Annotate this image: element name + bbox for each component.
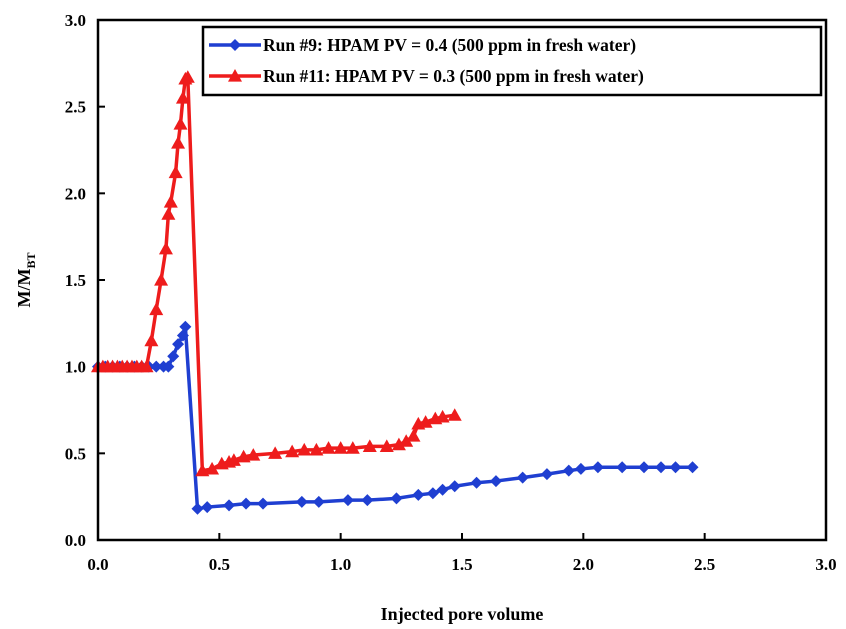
y-tick-label: 2.5 bbox=[65, 98, 86, 117]
data-point-run11 bbox=[173, 117, 188, 130]
data-point-run9 bbox=[167, 350, 180, 363]
data-point-run9 bbox=[312, 495, 325, 508]
data-point-run11 bbox=[447, 408, 462, 421]
data-point-run11 bbox=[297, 442, 312, 456]
data-point-run9 bbox=[426, 487, 439, 500]
data-point-run9 bbox=[201, 501, 214, 514]
y-tick-label: 1.0 bbox=[65, 358, 86, 377]
data-point-run11 bbox=[309, 442, 324, 456]
data-point-run11 bbox=[161, 207, 176, 220]
y-tick-label: 3.0 bbox=[65, 11, 86, 30]
data-point-run11 bbox=[418, 415, 433, 428]
data-point-run11 bbox=[205, 461, 220, 475]
data-point-run9 bbox=[412, 488, 425, 501]
series-run9 bbox=[92, 320, 699, 515]
x-axis-title: Injected pore volume bbox=[381, 604, 544, 624]
y-tick-label: 1.5 bbox=[65, 271, 86, 290]
legend-entry-run11: Run #11: HPAM PV = 0.3 (500 ppm in fresh… bbox=[209, 66, 644, 86]
data-point-run9 bbox=[295, 495, 308, 508]
data-point-run11 bbox=[285, 444, 300, 458]
data-point-run11 bbox=[171, 136, 186, 149]
data-point-run9 bbox=[150, 360, 163, 373]
data-point-run9 bbox=[390, 492, 403, 505]
series-run11 bbox=[91, 70, 462, 477]
data-point-run9 bbox=[516, 471, 529, 484]
data-point-run9 bbox=[470, 476, 483, 489]
data-point-run11 bbox=[406, 429, 421, 442]
data-point-run9 bbox=[176, 329, 189, 342]
x-tick-label: 3.0 bbox=[815, 555, 836, 574]
data-point-run11 bbox=[345, 441, 360, 454]
data-point-run9 bbox=[172, 338, 185, 351]
y-tick-label: 2.0 bbox=[65, 184, 86, 203]
data-point-run11 bbox=[391, 437, 406, 451]
data-point-run9 bbox=[669, 461, 682, 474]
data-point-run9 bbox=[448, 480, 461, 493]
data-point-run9 bbox=[257, 497, 270, 510]
legend-entry-run9: Run #9: HPAM PV = 0.4 (500 ppm in fresh … bbox=[209, 35, 636, 55]
data-point-run9 bbox=[223, 499, 236, 512]
data-point-run9 bbox=[162, 360, 175, 373]
y-axis-ticks: 0.0 0.5 1.0 1.5 2.0 2.5 3.0 bbox=[65, 11, 105, 550]
data-point-run9 bbox=[240, 497, 253, 510]
x-axis-ticks: 0.0 0.5 1.0 1.5 2.0 2.5 3.0 bbox=[87, 533, 837, 574]
legend: Run #9: HPAM PV = 0.4 (500 ppm in fresh … bbox=[201, 25, 823, 97]
x-tick-label: 0.5 bbox=[209, 555, 230, 574]
plot-area-frame bbox=[96, 18, 828, 542]
data-point-run11 bbox=[149, 302, 164, 316]
data-point-run11 bbox=[362, 439, 377, 452]
data-point-run9 bbox=[616, 461, 629, 474]
data-point-run9 bbox=[591, 461, 604, 474]
x-tick-label: 1.0 bbox=[330, 555, 351, 574]
x-tick-label: 0.0 bbox=[87, 555, 108, 574]
data-point-run11 bbox=[435, 409, 450, 423]
data-point-run9 bbox=[436, 483, 449, 496]
data-point-run11 bbox=[154, 273, 169, 286]
y-axis-title-main: M/M bbox=[14, 269, 34, 308]
data-point-run9 bbox=[540, 468, 553, 481]
data-point-run11 bbox=[333, 441, 348, 454]
x-tick-label: 2.5 bbox=[694, 555, 715, 574]
series-layer bbox=[91, 70, 699, 515]
data-point-run9 bbox=[489, 475, 502, 488]
data-point-run11 bbox=[321, 441, 336, 454]
data-point-run11 bbox=[158, 241, 173, 255]
data-point-run11 bbox=[226, 453, 241, 466]
series-line-run9 bbox=[98, 325, 693, 511]
data-point-run11 bbox=[399, 434, 414, 447]
data-point-run11 bbox=[180, 70, 195, 83]
y-tick-label: 0.5 bbox=[65, 444, 86, 463]
legend-label: Run #9: HPAM PV = 0.4 (500 ppm in fresh … bbox=[263, 35, 636, 55]
data-point-run9 bbox=[341, 494, 354, 507]
y-axis-title: M/MBT bbox=[14, 253, 38, 308]
series-line-run11 bbox=[98, 75, 455, 473]
data-point-run11 bbox=[144, 333, 159, 347]
data-point-run9 bbox=[654, 461, 667, 474]
legend-swatch-marker bbox=[228, 69, 242, 82]
data-point-run11 bbox=[163, 195, 178, 208]
data-point-run11 bbox=[168, 165, 183, 179]
data-point-run11 bbox=[268, 446, 283, 459]
y-tick-label: 0.0 bbox=[65, 531, 86, 550]
data-point-run9 bbox=[686, 461, 699, 474]
data-point-run9 bbox=[361, 494, 374, 507]
data-point-run11 bbox=[379, 439, 394, 452]
data-point-run11 bbox=[175, 91, 190, 104]
data-point-run11 bbox=[139, 359, 154, 373]
legend-swatch-marker bbox=[229, 39, 241, 51]
data-point-run9 bbox=[179, 320, 192, 333]
y-axis-title-subscript: BT bbox=[24, 253, 38, 269]
data-point-run9 bbox=[191, 502, 204, 515]
legend-label: Run #11: HPAM PV = 0.3 (500 ppm in fresh… bbox=[263, 66, 644, 86]
legend-box bbox=[201, 25, 823, 97]
data-point-run9 bbox=[574, 462, 587, 475]
data-point-run9 bbox=[562, 464, 575, 477]
x-tick-label: 2.0 bbox=[573, 555, 594, 574]
data-point-run9 bbox=[638, 461, 650, 474]
data-point-run11 bbox=[246, 448, 261, 461]
x-tick-label: 1.5 bbox=[451, 555, 472, 574]
